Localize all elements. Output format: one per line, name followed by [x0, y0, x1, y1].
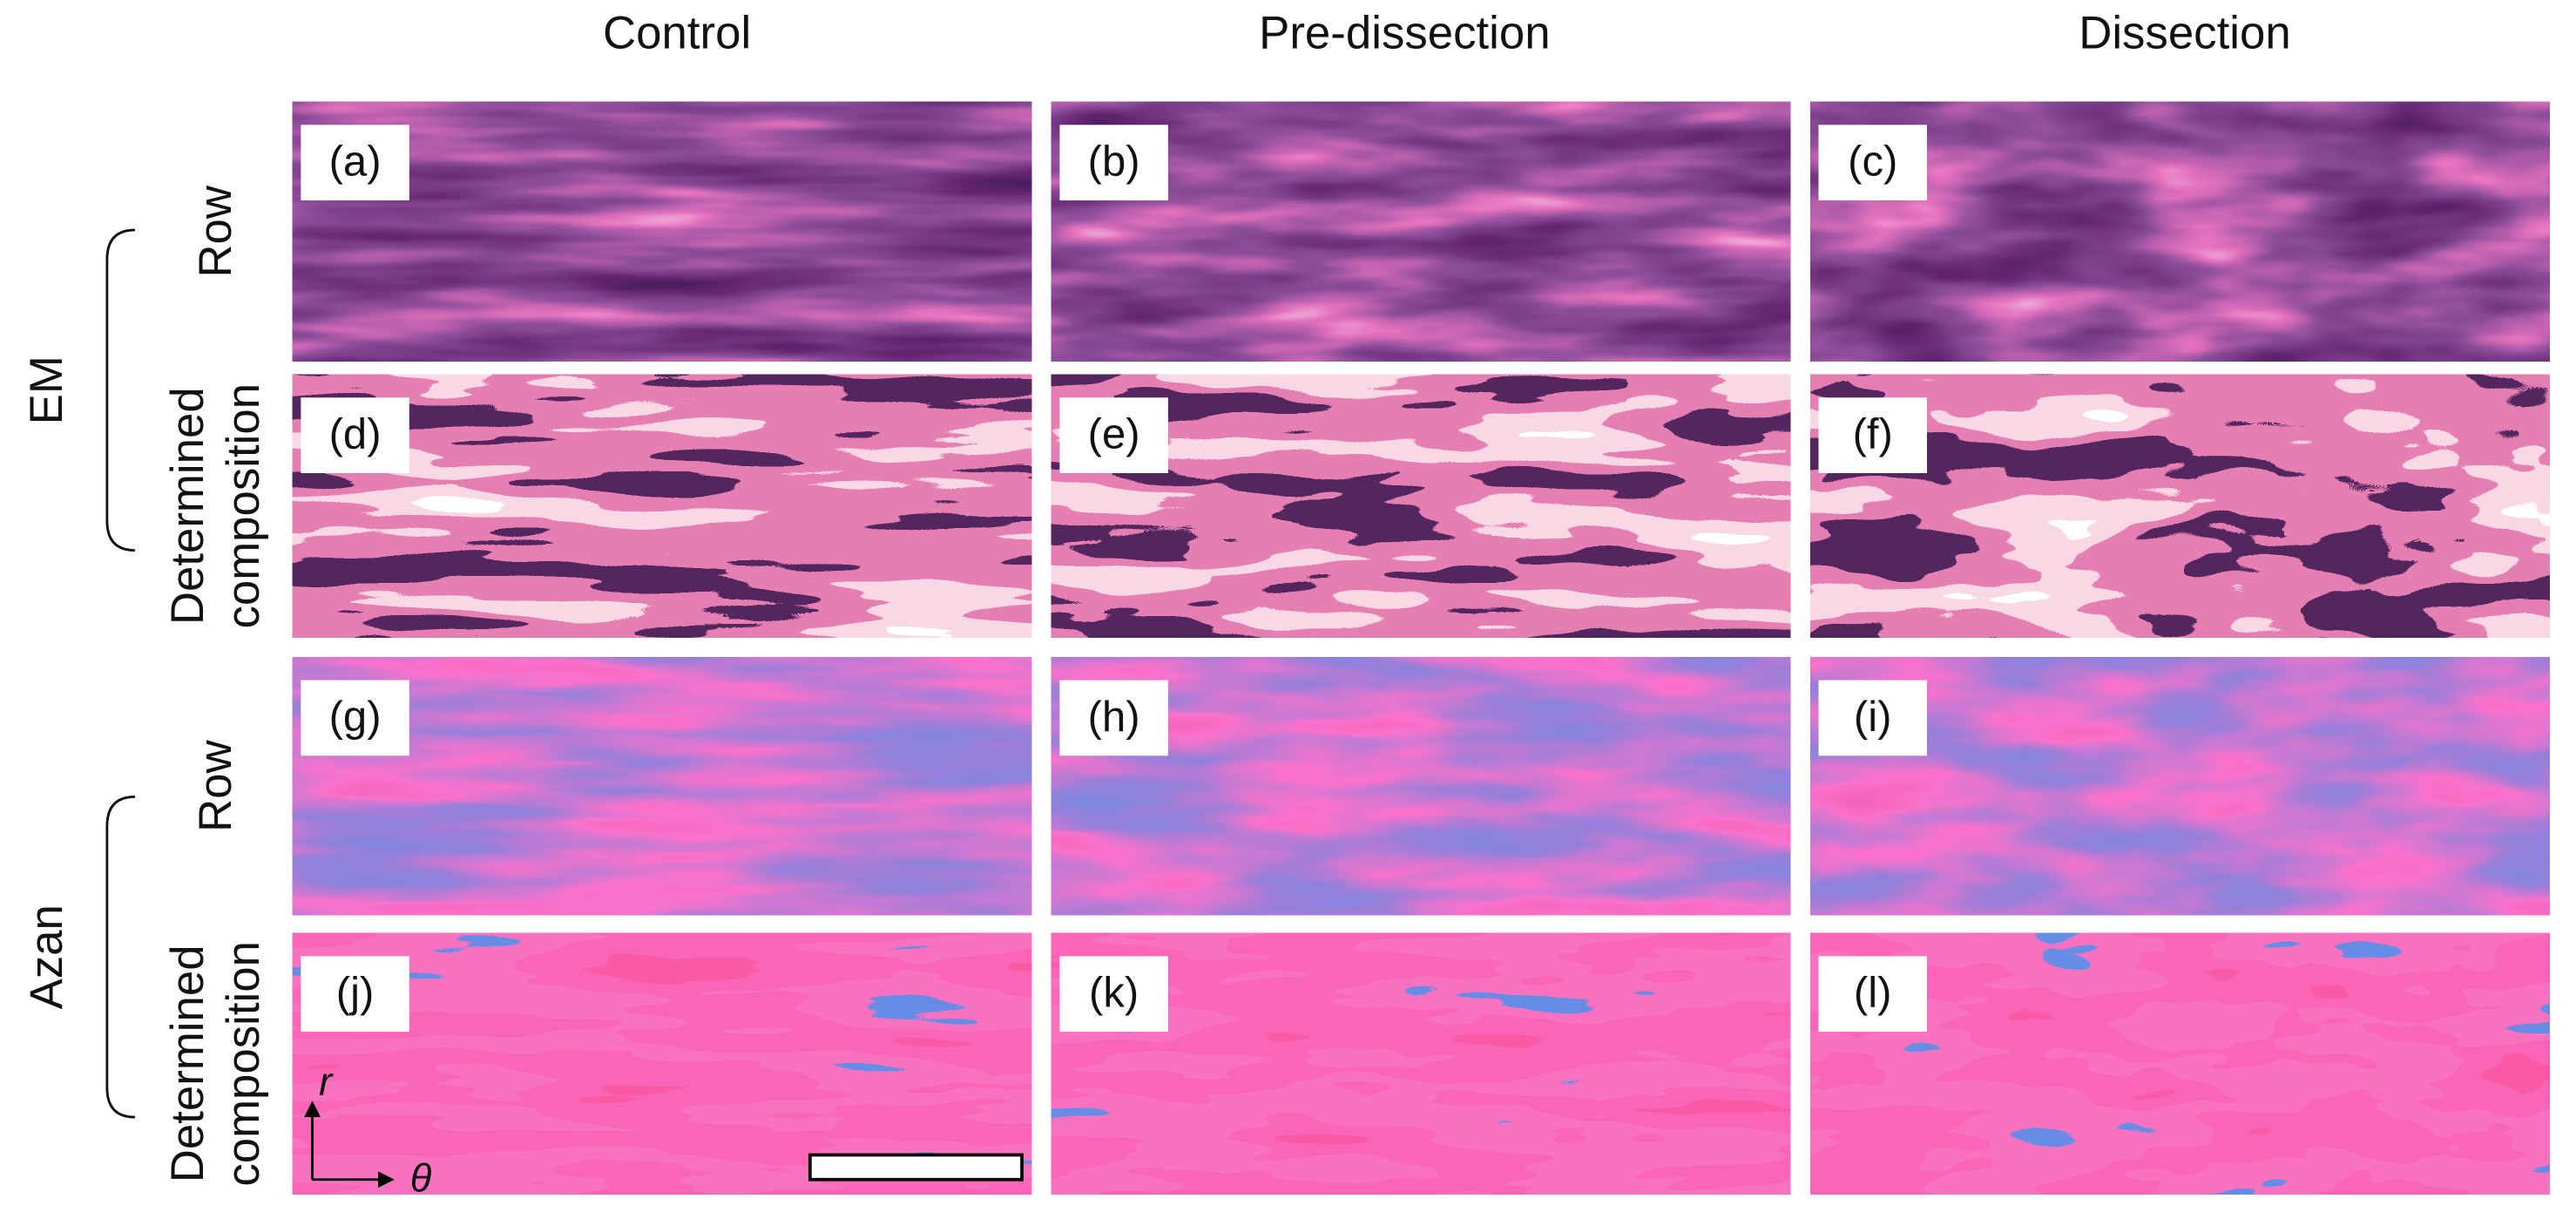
panel-label-box: [301, 680, 409, 756]
panel-label: (c): [1848, 138, 1897, 185]
panel-label: (b): [1088, 138, 1140, 185]
row-label: Determined: [162, 387, 213, 625]
panel-label: (i): [1854, 694, 1892, 741]
image-panel: [1810, 657, 2550, 916]
panel-label-box: [1818, 956, 1927, 1033]
group-label: Azan: [21, 904, 72, 1009]
row-label: Row: [190, 185, 241, 277]
panel-label: (f): [1853, 410, 1893, 457]
panel-label-box: [1059, 680, 1168, 756]
group-label: EM: [21, 356, 72, 424]
column-title: Control: [603, 7, 751, 58]
panel-label: (k): [1089, 970, 1139, 1017]
panel-label-box: [1818, 125, 1927, 201]
image-panel: [1051, 932, 1791, 1195]
image-panel: [292, 374, 1032, 638]
column-title: Dissection: [2079, 7, 2290, 58]
group-bracket: [105, 796, 135, 1119]
arrow-head: [377, 1171, 395, 1189]
panel-label: (l): [1854, 970, 1892, 1017]
panel-label-box: [1059, 397, 1168, 474]
panel-label: (g): [329, 694, 382, 741]
panel-label: (j): [336, 970, 375, 1017]
panel-label: (a): [329, 138, 382, 185]
panel-label-box: [301, 397, 409, 474]
panel-label-box: [1818, 680, 1927, 756]
row-label: Determined: [162, 945, 213, 1182]
row-label: composition: [218, 941, 269, 1187]
panel-label: (e): [1088, 410, 1140, 457]
panel-label-box: [1818, 397, 1927, 474]
image-panel: [1810, 374, 2550, 638]
panel-label-box: [301, 125, 409, 201]
image-panel: [1051, 374, 1791, 638]
image-panel: [1051, 101, 1791, 362]
image-panel: [1051, 657, 1791, 916]
row-label: composition: [218, 383, 269, 629]
image-panel: [1810, 101, 2550, 362]
panel-label: (d): [329, 410, 382, 457]
panel-label-box: [1059, 956, 1168, 1033]
axis-label: r: [319, 1059, 334, 1103]
image-panel: [292, 101, 1032, 362]
image-panel: [292, 932, 1032, 1195]
row-label: Row: [190, 740, 241, 832]
axis-label: θ: [410, 1156, 432, 1201]
panel-label: (h): [1088, 694, 1140, 741]
panel-label-box: [1059, 125, 1168, 201]
group-bracket: [105, 228, 135, 552]
arrow-head: [304, 1100, 321, 1118]
scale-bar: [808, 1153, 1024, 1182]
panel-label-box: [301, 956, 409, 1033]
column-title: Pre-dissection: [1259, 7, 1550, 58]
image-panel: [1810, 932, 2550, 1195]
image-panel: [292, 657, 1032, 916]
